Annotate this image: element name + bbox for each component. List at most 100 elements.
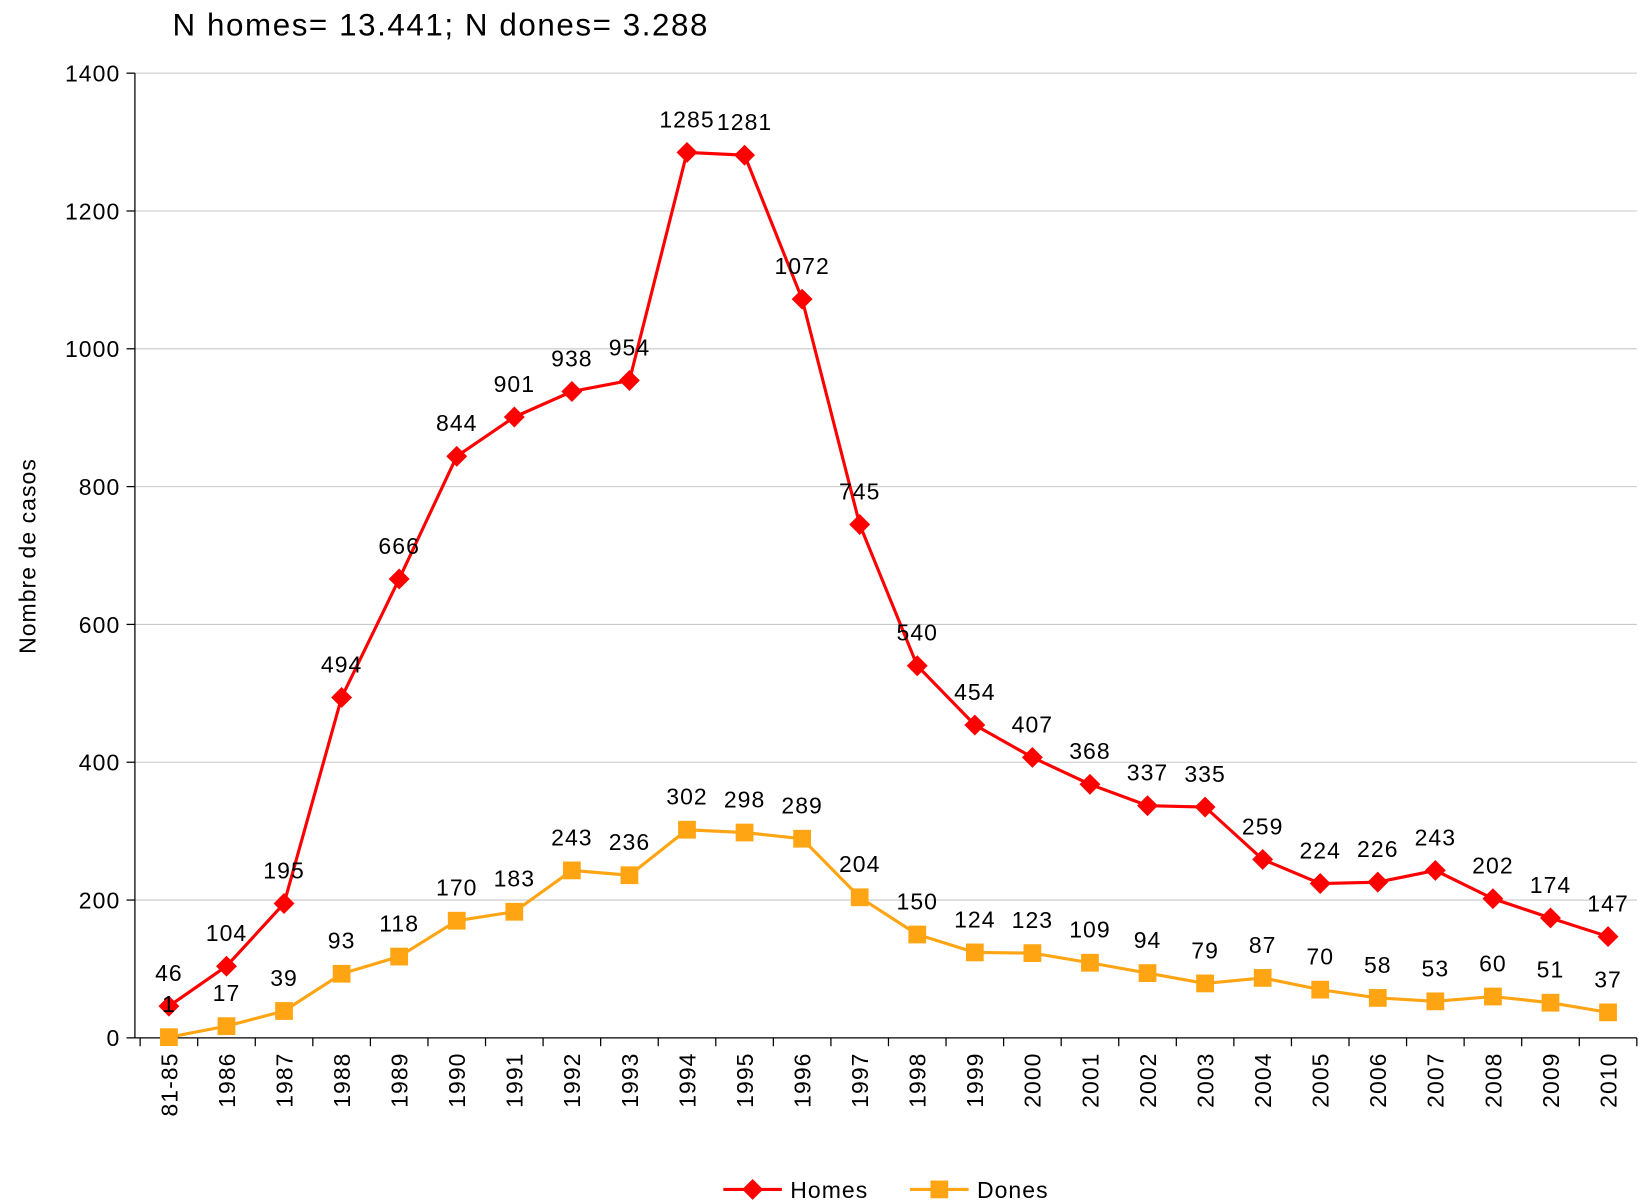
data-label: 202 xyxy=(1472,853,1513,879)
point xyxy=(1599,1003,1617,1022)
point xyxy=(1252,848,1274,870)
point xyxy=(618,370,640,391)
data-label: 407 xyxy=(1012,711,1053,737)
point xyxy=(1196,974,1214,993)
x-tick-label: 1995 xyxy=(732,1052,758,1107)
x-tick-label: 2009 xyxy=(1538,1052,1564,1107)
data-label: 335 xyxy=(1184,761,1225,787)
x-tick-label: 1987 xyxy=(271,1052,297,1107)
data-label: 204 xyxy=(839,851,880,877)
x-tick-label: 2001 xyxy=(1077,1052,1103,1107)
x-tick-label: 1988 xyxy=(329,1052,355,1107)
x-tick-label: 2002 xyxy=(1135,1052,1161,1107)
data-label: 51 xyxy=(1537,957,1565,983)
data-label: 93 xyxy=(328,928,356,954)
point xyxy=(1309,873,1331,894)
y-tick-label: 800 xyxy=(79,474,120,500)
point xyxy=(331,687,353,708)
data-label: 1285 xyxy=(659,106,714,132)
data-label: 39 xyxy=(270,965,298,991)
point xyxy=(390,947,409,966)
data-label: 224 xyxy=(1299,837,1340,863)
series-line xyxy=(168,828,1609,1039)
data-label: 170 xyxy=(436,875,477,901)
x-tick-label: 1986 xyxy=(214,1052,240,1107)
data-label: 123 xyxy=(1012,907,1053,933)
x-tick-label: 2000 xyxy=(1020,1052,1046,1107)
data-label: 60 xyxy=(1479,950,1507,976)
y-tick-label: 200 xyxy=(79,887,120,913)
point xyxy=(734,144,756,166)
x-tick-label: 1994 xyxy=(674,1052,700,1107)
point xyxy=(676,141,698,163)
data-label: 938 xyxy=(551,345,592,371)
data-label: 1072 xyxy=(774,253,829,279)
data-label: 118 xyxy=(379,910,419,936)
point xyxy=(735,823,754,842)
x-tick-label: 2005 xyxy=(1308,1052,1334,1107)
data-label: 745 xyxy=(839,478,880,504)
point xyxy=(332,964,351,983)
point xyxy=(1079,773,1101,795)
x-tick-label: 1997 xyxy=(847,1052,873,1107)
legend-label: Dones xyxy=(977,1177,1049,1203)
y-tick-label: 0 xyxy=(106,1025,120,1051)
point xyxy=(388,568,410,590)
y-tick-label: 1400 xyxy=(65,61,120,87)
data-label: 1 xyxy=(162,991,176,1017)
data-label: 368 xyxy=(1069,738,1110,764)
data-label: 954 xyxy=(609,334,650,360)
data-label: 58 xyxy=(1364,952,1392,978)
chart-title: N homes= 13.441; N dones= 3.288 xyxy=(173,8,710,43)
data-label: 183 xyxy=(494,866,535,892)
data-label: 46 xyxy=(155,960,183,986)
x-tick-label: 1993 xyxy=(617,1052,643,1107)
point xyxy=(446,445,468,467)
data-label: 243 xyxy=(551,824,592,850)
point xyxy=(930,1180,949,1199)
legend-item: Dones xyxy=(910,1177,1049,1203)
data-label: 195 xyxy=(263,857,304,883)
data-label: 243 xyxy=(1415,824,1456,850)
point xyxy=(273,893,295,914)
point xyxy=(1541,993,1560,1012)
data-label: 124 xyxy=(954,906,995,932)
point xyxy=(217,1017,236,1036)
x-tick-label: 1991 xyxy=(502,1052,528,1107)
point xyxy=(965,943,984,962)
data-label: 302 xyxy=(666,784,707,810)
point xyxy=(1253,969,1272,987)
point xyxy=(562,861,581,880)
x-tick-label: 2004 xyxy=(1250,1052,1276,1107)
legend-label: Homes xyxy=(790,1177,868,1203)
data-label: 236 xyxy=(609,829,650,855)
point xyxy=(1194,796,1216,818)
data-label: 844 xyxy=(436,410,477,436)
point xyxy=(505,902,524,921)
y-tick-label: 400 xyxy=(79,750,120,776)
y-axis-label: Nombre de casos xyxy=(15,458,41,654)
x-tick-label: 2007 xyxy=(1423,1052,1449,1107)
data-label: 94 xyxy=(1134,927,1162,953)
point xyxy=(1311,980,1330,999)
point xyxy=(160,1028,178,1047)
point xyxy=(906,655,928,677)
point xyxy=(964,714,986,736)
point xyxy=(1081,953,1099,972)
x-tick-label: 2008 xyxy=(1480,1052,1506,1107)
point xyxy=(908,925,927,944)
data-label: 1281 xyxy=(717,109,772,135)
x-tick-label: 1999 xyxy=(962,1052,988,1107)
data-label: 87 xyxy=(1249,932,1277,958)
data-label: 337 xyxy=(1127,760,1168,786)
point xyxy=(1368,989,1387,1007)
point xyxy=(791,288,813,310)
data-label: 226 xyxy=(1357,836,1398,862)
x-tick-label: 2006 xyxy=(1365,1052,1391,1107)
point xyxy=(1367,871,1389,893)
data-label: 298 xyxy=(724,786,765,812)
x-tick-label: 1996 xyxy=(789,1052,815,1107)
